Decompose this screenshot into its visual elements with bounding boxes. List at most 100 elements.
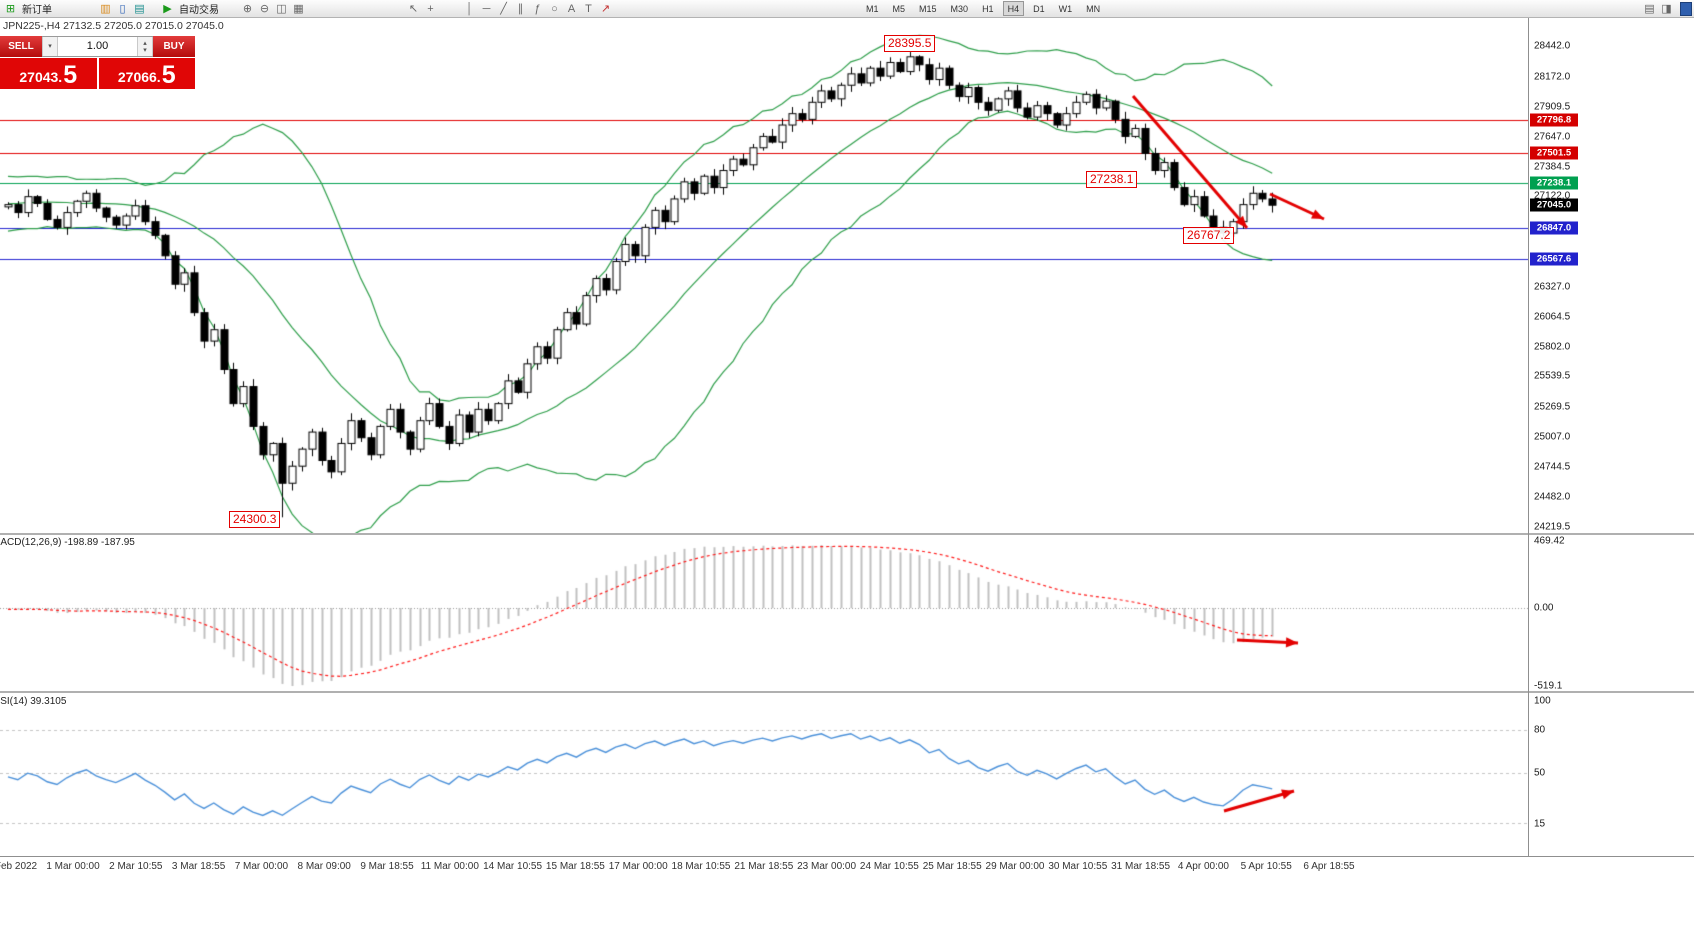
volume-dropdown-icon[interactable]: ▾: [42, 37, 58, 56]
chart-bars-icon[interactable]: ▥: [100, 2, 111, 15]
price-axis-tick: 28172.0: [1534, 71, 1571, 83]
price-axis-tick: 27384.5: [1534, 161, 1571, 173]
time-axis-label: 3 Mar 18:55: [171, 861, 226, 872]
time-axis-label: 11 Mar 00:00: [420, 861, 479, 872]
macd-panel-canvas[interactable]: [0, 535, 1528, 691]
text-tool-icon[interactable]: A: [567, 2, 576, 15]
macd-indicator-label: MACD(12,26,9) -198.89 -187.95: [0, 537, 135, 548]
price-level-badge: 27045.0: [1530, 198, 1578, 212]
toolbar: ⊞ 新订单 ▥ ▯ ▤ ▶ 自动交易 ⊕ ⊖ ◫ ▦ ↖ + │ ─ ╱ ∥ ƒ…: [0, 0, 1694, 18]
vertical-line-icon[interactable]: │: [466, 2, 473, 15]
timeframe-m5[interactable]: M5: [892, 3, 906, 14]
timeframe-w1[interactable]: W1: [1058, 3, 1073, 14]
autotrading-icon[interactable]: ▶: [163, 2, 172, 15]
toolbar-group-order: ⊞ 新订单: [3, 0, 54, 17]
time-axis-label: 30 Mar 10:55: [1048, 861, 1108, 872]
time-axis-label: 18 Mar 10:55: [671, 861, 731, 872]
time-axis-label: 8 Mar 09:00: [297, 861, 351, 872]
time-axis-label: 1 Mar 00:00: [46, 861, 100, 872]
time-axis-label: 6 Apr 18:55: [1303, 861, 1355, 872]
timeframe-h4[interactable]: H4: [1002, 1, 1025, 16]
time-axis-label: 31 Mar 18:55: [1111, 861, 1171, 872]
sell-price-main: 27043.: [19, 69, 63, 85]
timeframe-m30[interactable]: M30: [950, 3, 969, 14]
fibonacci-icon[interactable]: ƒ: [534, 2, 541, 15]
sell-button[interactable]: SELL: [0, 36, 42, 57]
main-chart-canvas[interactable]: [0, 17, 1528, 533]
time-axis-label: 23 Mar 00:00: [797, 861, 857, 872]
panel-icon[interactable]: ◨: [1661, 2, 1672, 15]
rsi-axis-tick: 80: [1534, 724, 1546, 736]
sell-price-panel[interactable]: 27043. 5: [0, 58, 97, 89]
zoom-out-icon[interactable]: ⊖: [259, 2, 270, 15]
trendline-icon[interactable]: ╱: [500, 2, 507, 15]
price-axis[interactable]: 28442.0 28172.0 27909.5 27647.0 27384.5 27122…: [1528, 0, 1694, 944]
buy-price-panel[interactable]: 27066. 5: [98, 58, 195, 89]
shapes-icon[interactable]: ○: [551, 2, 558, 15]
price-axis-tick: 24482.0: [1534, 491, 1571, 503]
rsi-axis-tick: 15: [1534, 818, 1546, 830]
price-level-badge: 27796.8: [1530, 113, 1578, 127]
price-axis-tick: 27909.5: [1534, 101, 1571, 113]
macd-axis-tick: -519.1: [1534, 680, 1563, 692]
timeframe-mn[interactable]: MN: [1086, 3, 1101, 14]
macd-axis-tick: 0.00: [1534, 602, 1554, 614]
price-annotation[interactable]: 27238.1: [1086, 171, 1138, 188]
symbol-ohlc-header: JPN225-,H4 27132.5 27205.0 27015.0 27045…: [3, 20, 224, 32]
grid-icon[interactable]: ▦: [293, 2, 304, 15]
timeframe-m1[interactable]: M1: [866, 3, 879, 14]
time-axis-label: 14 Mar 10:55: [483, 861, 543, 872]
rsi-panel-canvas[interactable]: [0, 693, 1528, 856]
timeframe-h1[interactable]: H1: [982, 3, 994, 14]
tile-windows-icon[interactable]: ◫: [276, 2, 287, 15]
volume-up-icon[interactable]: ▴: [143, 39, 147, 47]
crosshair-icon[interactable]: +: [427, 2, 434, 15]
toolbar-group-right: ▤ ◨: [1642, 0, 1674, 17]
panel-separator-macd[interactable]: [0, 533, 1694, 535]
time-axis-label: 17 Mar 00:00: [608, 861, 668, 872]
zoom-in-icon[interactable]: ⊕: [242, 2, 253, 15]
price-level-badge: 26567.6: [1530, 252, 1578, 266]
horizontal-line-icon[interactable]: ─: [482, 2, 491, 15]
channel-icon[interactable]: ∥: [517, 2, 524, 15]
timeframe-m15[interactable]: M15: [919, 3, 937, 14]
label-tool-icon[interactable]: T: [585, 2, 592, 15]
time-axis-label: 9 Mar 18:55: [360, 861, 414, 872]
chart-candles-icon[interactable]: ▯: [119, 2, 126, 15]
time-axis-label: 5 Apr 10:55: [1240, 861, 1292, 872]
autotrading-label[interactable]: 自动交易: [179, 5, 219, 16]
price-axis-tick: 24744.5: [1534, 461, 1571, 473]
toolbar-group-cursor: ↖ +: [406, 0, 438, 17]
profile-icon[interactable]: ▤: [134, 2, 145, 15]
toolbar-group-zoom: ⊕ ⊖ ◫ ▦: [240, 0, 306, 17]
price-level-badge: 27238.1: [1530, 176, 1578, 190]
scroll-marker[interactable]: [1680, 2, 1692, 16]
time-axis-label: 24 Mar 10:55: [859, 861, 919, 872]
arrow-tool-icon[interactable]: ↗: [600, 2, 611, 15]
buy-button[interactable]: BUY: [153, 36, 195, 57]
panel-separator-rsi[interactable]: [0, 691, 1694, 693]
time-axis-label: 29 Mar 00:00: [985, 861, 1045, 872]
new-order-label[interactable]: 新订单: [22, 5, 52, 16]
list-icon[interactable]: ▤: [1644, 2, 1655, 15]
price-axis-tick: 25802.0: [1534, 341, 1571, 353]
price-axis-tick: 25007.0: [1534, 431, 1571, 443]
timeframe-d1[interactable]: D1: [1033, 3, 1045, 14]
price-annotation[interactable]: 24300.3: [229, 511, 281, 528]
volume-stepper[interactable]: ▴ ▾: [137, 37, 153, 56]
price-annotation[interactable]: 26767.2: [1183, 227, 1235, 244]
time-axis-label: 25 Mar 18:55: [922, 861, 982, 872]
cursor-icon[interactable]: ↖: [408, 2, 419, 15]
price-annotation[interactable]: 28395.5: [884, 35, 936, 52]
one-click-trade-widget: SELL ▾ 1.00 ▴ ▾ BUY 27043. 5 27066. 5: [0, 36, 195, 89]
toolbar-group-charts: ▥ ▯ ▤: [98, 0, 147, 17]
rsi-axis-tick: 100: [1534, 695, 1551, 707]
price-axis-tick: 25269.5: [1534, 401, 1571, 413]
volume-input[interactable]: 1.00: [86, 40, 109, 52]
price-axis-tick: 27647.0: [1534, 131, 1571, 143]
time-axis-label: 2 Mar 10:55: [109, 861, 163, 872]
volume-down-icon[interactable]: ▾: [143, 46, 147, 54]
time-axis[interactable]: Feb 2022 1 Mar 00:00 2 Mar 10:55 3 Mar 18:5…: [0, 856, 1694, 879]
time-axis-label: 7 Mar 00:00: [234, 861, 289, 872]
new-order-icon[interactable]: ⊞: [5, 2, 16, 15]
